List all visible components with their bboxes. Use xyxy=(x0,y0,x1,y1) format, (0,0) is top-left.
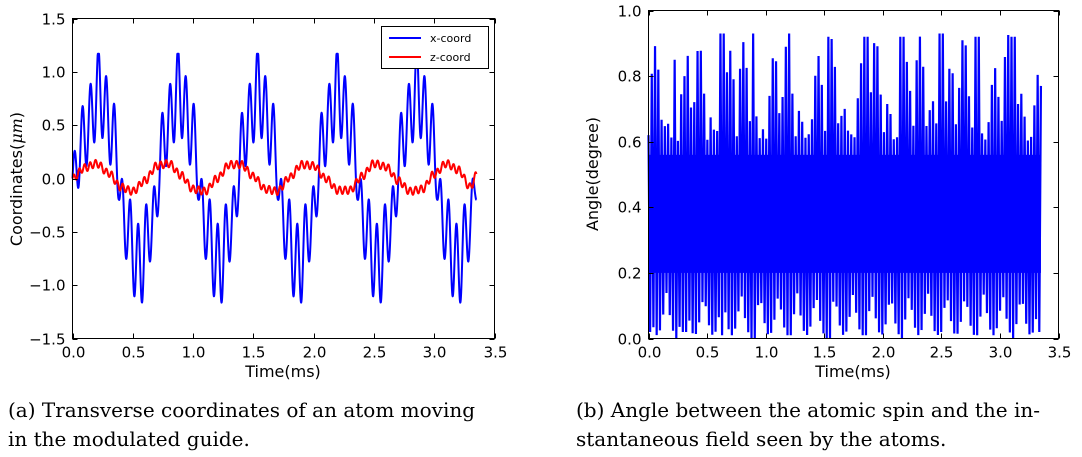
chart-a-y-tick-label-1: −1.0 xyxy=(29,277,65,295)
chart-a-x-tick-label-7: 3.5 xyxy=(484,344,508,362)
chart-a-y-axis-label: Coordinates(μm) xyxy=(7,112,26,246)
chart-a-y-tick-label-0: −1.5 xyxy=(29,331,65,349)
caption-a-line-1: (a) Transverse coordinates of an atom mo… xyxy=(8,398,476,422)
chart-a-x-tick-label-3: 1.5 xyxy=(242,344,266,362)
caption-a: (a) Transverse coordinates of an atom mo… xyxy=(8,396,475,454)
chart-a-x-axis-label: Time(ms) xyxy=(244,362,321,381)
chart-b-y-tick-label-4: 0.8 xyxy=(618,68,642,86)
chart-b-x-tick-label-3: 1.5 xyxy=(813,344,837,362)
chart-b-x-tick-label-6: 3.0 xyxy=(989,344,1013,362)
chart-b-series-angle-line xyxy=(647,33,1043,339)
chart-a-x-tick-label-4: 2.0 xyxy=(303,344,327,362)
chart-a-x-tick-label-2: 1.0 xyxy=(182,344,206,362)
chart-a-series-z-coord-line xyxy=(71,158,478,197)
chart-b-x-tick-label-2: 1.0 xyxy=(755,344,779,362)
chart-b-y-tick-label-2: 0.4 xyxy=(618,199,642,217)
chart-b-y-tick-label-0: 0.0 xyxy=(618,331,642,349)
chart-a-y-tick-label-2: −0.5 xyxy=(29,224,65,242)
caption-b: (b) Angle between the atomic spin and th… xyxy=(576,396,1040,454)
chart-b-y-tick-label-5: 1.0 xyxy=(618,3,642,21)
chart-b-y-tick-label-3: 0.6 xyxy=(618,134,642,152)
chart-a-y-axis-unit: μm xyxy=(7,118,26,144)
chart-b-y-axis-label: Angle(degree) xyxy=(583,117,602,231)
chart-b-x-axis-label: Time(ms) xyxy=(814,362,891,381)
chart-b-x-tick-label-4: 2.0 xyxy=(872,344,896,362)
chart-b: 0.0 0.5 1.0 1.5 2.0 2.5 3.0 3.5 0.0 0.2 0.4 0.6 0.8 1… xyxy=(583,3,1072,382)
chart-a-series-x-coord-line xyxy=(71,52,478,304)
chart-a-y-tick-label-5: 1.0 xyxy=(42,64,66,82)
chart-a-x-tick-label-5: 2.5 xyxy=(363,344,387,362)
chart-a-axes-layer: 0.0 0.5 1.0 1.5 2.0 2.5 3.0 3.5 −1.5 −1.0 −0.5 0.0 0… xyxy=(29,11,507,362)
chart-b-y-tick-label-1: 0.2 xyxy=(618,265,642,283)
chart-a-x-tick-label-6: 3.0 xyxy=(423,344,447,362)
chart-b-axes-layer: 0.0 0.5 1.0 1.5 2.0 2.5 3.0 3.5 0.0 0.2 0.4 0.6 0.8 1… xyxy=(618,3,1072,362)
caption-b-line-1: (b) Angle between the atomic spin and th… xyxy=(576,398,1041,422)
chart-b-x-tick-label-5: 2.5 xyxy=(930,344,954,362)
chart-a-x-tick-label-0: 0.0 xyxy=(62,344,86,362)
chart-a-series-layer xyxy=(71,52,478,304)
caption-a-line-2: in the modulated guide. xyxy=(8,427,250,451)
chart-a-plot-frame xyxy=(72,18,495,339)
chart-b-x-tick-label-7: 3.5 xyxy=(1048,344,1072,362)
caption-b-line-2: stantaneous field seen by the atoms. xyxy=(576,427,947,451)
chart-a: 0.0 0.5 1.0 1.5 2.0 2.5 3.0 3.5 −1.5 −1.0 −0.5 0.0 0… xyxy=(7,11,507,382)
chart-b-series-layer xyxy=(647,33,1043,339)
chart-a-legend: x-coord z-coord xyxy=(381,26,489,69)
chart-a-legend-box xyxy=(381,26,489,69)
chart-a-x-tick-label-1: 0.5 xyxy=(122,344,146,362)
chart-a-legend-label-x-coord: x-coord xyxy=(430,32,471,45)
chart-a-y-tick-label-3: 0.0 xyxy=(42,171,66,189)
chart-a-legend-label-z-coord: z-coord xyxy=(430,51,471,64)
chart-b-plot-frame xyxy=(648,10,1059,339)
chart-b-x-tick-label-1: 0.5 xyxy=(696,344,720,362)
chart-a-y-tick-label-6: 1.5 xyxy=(42,11,66,29)
chart-b-x-tick-label-0: 0.0 xyxy=(638,344,662,362)
chart-a-y-tick-label-4: 0.5 xyxy=(42,117,66,135)
